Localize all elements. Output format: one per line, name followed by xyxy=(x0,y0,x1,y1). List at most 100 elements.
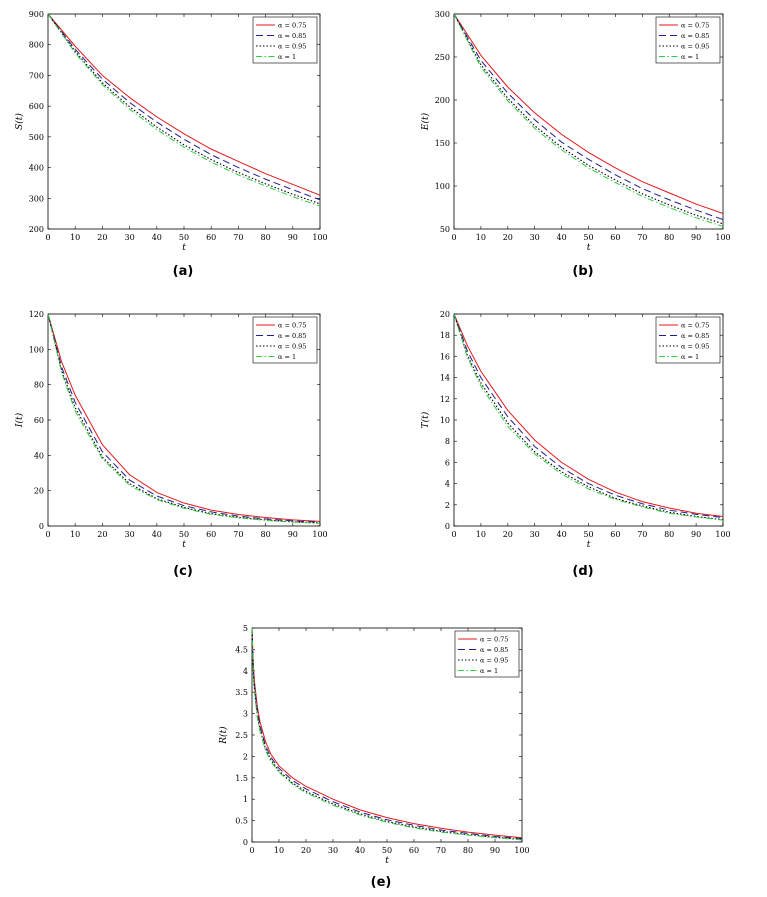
y-tick-label: 2 xyxy=(445,501,450,510)
x-tick-label: 20 xyxy=(503,233,513,242)
y-tick-label: 800 xyxy=(29,41,44,50)
series-line-1 xyxy=(453,313,724,517)
x-axis-label: t xyxy=(385,856,389,866)
y-tick-label: 20 xyxy=(440,310,450,319)
y-axis-label: S(t) xyxy=(14,113,25,130)
legend-label-4: α = 1 xyxy=(681,53,699,61)
legend-label-3: α = 0.95 xyxy=(480,657,508,665)
chart-caption-a: (a) xyxy=(172,264,194,279)
chart-caption-d: (d) xyxy=(572,564,594,579)
series-line-4 xyxy=(47,313,321,524)
legend: α = 0.75 α = 0.85 α = 0.95 α = 1 xyxy=(655,16,721,64)
legend-label-4: α = 1 xyxy=(278,53,296,61)
y-tick-label: 0 xyxy=(39,522,44,531)
y-tick-label: 700 xyxy=(29,71,44,80)
series-line-3 xyxy=(47,313,321,524)
y-tick-label: 4 xyxy=(445,480,450,489)
x-axis-label: t xyxy=(182,540,186,550)
x-tick-label: 40 xyxy=(152,530,162,539)
chart-panel-a: 0 10 20 30 40 50 60 70 80 90 100 200 300 400 500 600 700… xyxy=(0,0,380,290)
x-tick-label: 30 xyxy=(125,233,135,242)
legend-box xyxy=(252,316,318,364)
x-tick-label: 10 xyxy=(274,846,284,855)
x-tick-label: 90 xyxy=(691,530,701,539)
x-tick-label: 20 xyxy=(97,233,107,242)
legend-label-2: α = 0.85 xyxy=(681,332,709,340)
y-tick-label: 400 xyxy=(29,164,44,173)
y-axis-label: T(t) xyxy=(420,411,431,428)
series-line-4 xyxy=(453,313,724,521)
x-tick-label: 10 xyxy=(70,530,80,539)
y-tick-label: 50 xyxy=(440,225,450,234)
series-line-2 xyxy=(453,13,724,221)
y-tick-label: 5 xyxy=(243,624,248,633)
y-tick-label: 120 xyxy=(29,310,44,319)
x-tick-label: 100 xyxy=(715,233,730,242)
x-tick-label: 70 xyxy=(637,530,647,539)
x-tick-label: 50 xyxy=(179,530,189,539)
legend-label-1: α = 0.75 xyxy=(681,22,709,30)
x-tick-label: 0 xyxy=(45,530,50,539)
chart-panel-c: 0 10 20 30 40 50 60 70 80 90 100 0 20 40 60 80 100 120 t I(… xyxy=(0,300,380,590)
x-axis-label: t xyxy=(587,243,591,253)
x-tick-label: 60 xyxy=(409,846,419,855)
legend-label-1: α = 0.75 xyxy=(278,22,306,30)
x-axis-label: t xyxy=(182,243,186,253)
chart-caption-c: (c) xyxy=(173,564,193,579)
series-line-2 xyxy=(47,313,321,523)
y-tick-label: 4 xyxy=(243,667,248,676)
chart-panel-e: 0 10 20 30 40 50 60 70 80 90 100 0 0.5 1 1.5 2 2.5 3 3.5 4 4… xyxy=(205,615,565,895)
series-line-4 xyxy=(47,13,321,207)
x-tick-label: 60 xyxy=(206,233,216,242)
legend-label-4: α = 1 xyxy=(278,353,296,361)
x-tick-label: 60 xyxy=(610,233,620,242)
y-tick-label: 500 xyxy=(29,133,44,142)
y-tick-label: 0.5 xyxy=(235,817,248,826)
y-tick-label: 20 xyxy=(34,487,44,496)
y-tick-label: 900 xyxy=(29,10,44,19)
x-tick-label: 90 xyxy=(490,846,500,855)
x-tick-label: 100 xyxy=(312,530,327,539)
legend-label-2: α = 0.85 xyxy=(278,32,306,40)
legend-label-2: α = 0.85 xyxy=(480,646,508,654)
x-tick-label: 100 xyxy=(312,233,327,242)
x-tick-label: 60 xyxy=(206,530,216,539)
chart-caption-b: (b) xyxy=(572,264,594,279)
legend-label-2: α = 0.85 xyxy=(681,32,709,40)
chart-svg-c: 0 10 20 30 40 50 60 70 80 90 100 0 20 40 60 80 100 120 t I(… xyxy=(14,310,328,550)
x-tick-label: 90 xyxy=(288,233,298,242)
x-tick-label: 20 xyxy=(301,846,311,855)
x-tick-label: 90 xyxy=(691,233,701,242)
x-tick-label: 70 xyxy=(436,846,446,855)
y-axis-label: E(t) xyxy=(420,112,431,131)
y-axis-label: I(t) xyxy=(14,412,25,428)
y-tick-label: 4.5 xyxy=(235,645,248,654)
x-tick-label: 60 xyxy=(610,530,620,539)
legend: α = 0.75 α = 0.85 α = 0.95 α = 1 xyxy=(252,16,318,64)
legend-label-3: α = 0.95 xyxy=(278,343,306,351)
x-tick-label: 40 xyxy=(152,233,162,242)
series-line-2 xyxy=(47,13,321,201)
x-tick-label: 80 xyxy=(664,530,674,539)
y-tick-label: 6 xyxy=(445,458,450,467)
x-tick-label: 100 xyxy=(715,530,730,539)
legend-label-2: α = 0.85 xyxy=(278,332,306,340)
x-tick-label: 0 xyxy=(451,233,456,242)
series-line-3 xyxy=(47,13,321,205)
x-tick-label: 40 xyxy=(557,530,567,539)
legend-label-3: α = 0.95 xyxy=(681,43,709,51)
y-tick-label: 40 xyxy=(34,451,44,460)
x-tick-label: 70 xyxy=(233,233,243,242)
x-tick-label: 30 xyxy=(530,530,540,539)
x-tick-label: 50 xyxy=(382,846,392,855)
x-tick-label: 0 xyxy=(45,233,50,242)
x-tick-label: 50 xyxy=(583,233,593,242)
y-tick-label: 2 xyxy=(243,752,248,761)
y-tick-label: 250 xyxy=(435,53,450,62)
legend-label-1: α = 0.75 xyxy=(480,636,508,644)
x-tick-label: 100 xyxy=(514,846,529,855)
x-tick-label: 70 xyxy=(637,233,647,242)
series-line-1 xyxy=(453,13,724,214)
chart-svg-d: 0 10 20 30 40 50 60 70 80 90 100 0 2 4 6 8 10 12 14 16 18 20 t… xyxy=(420,310,731,550)
y-tick-label: 12 xyxy=(440,395,450,404)
